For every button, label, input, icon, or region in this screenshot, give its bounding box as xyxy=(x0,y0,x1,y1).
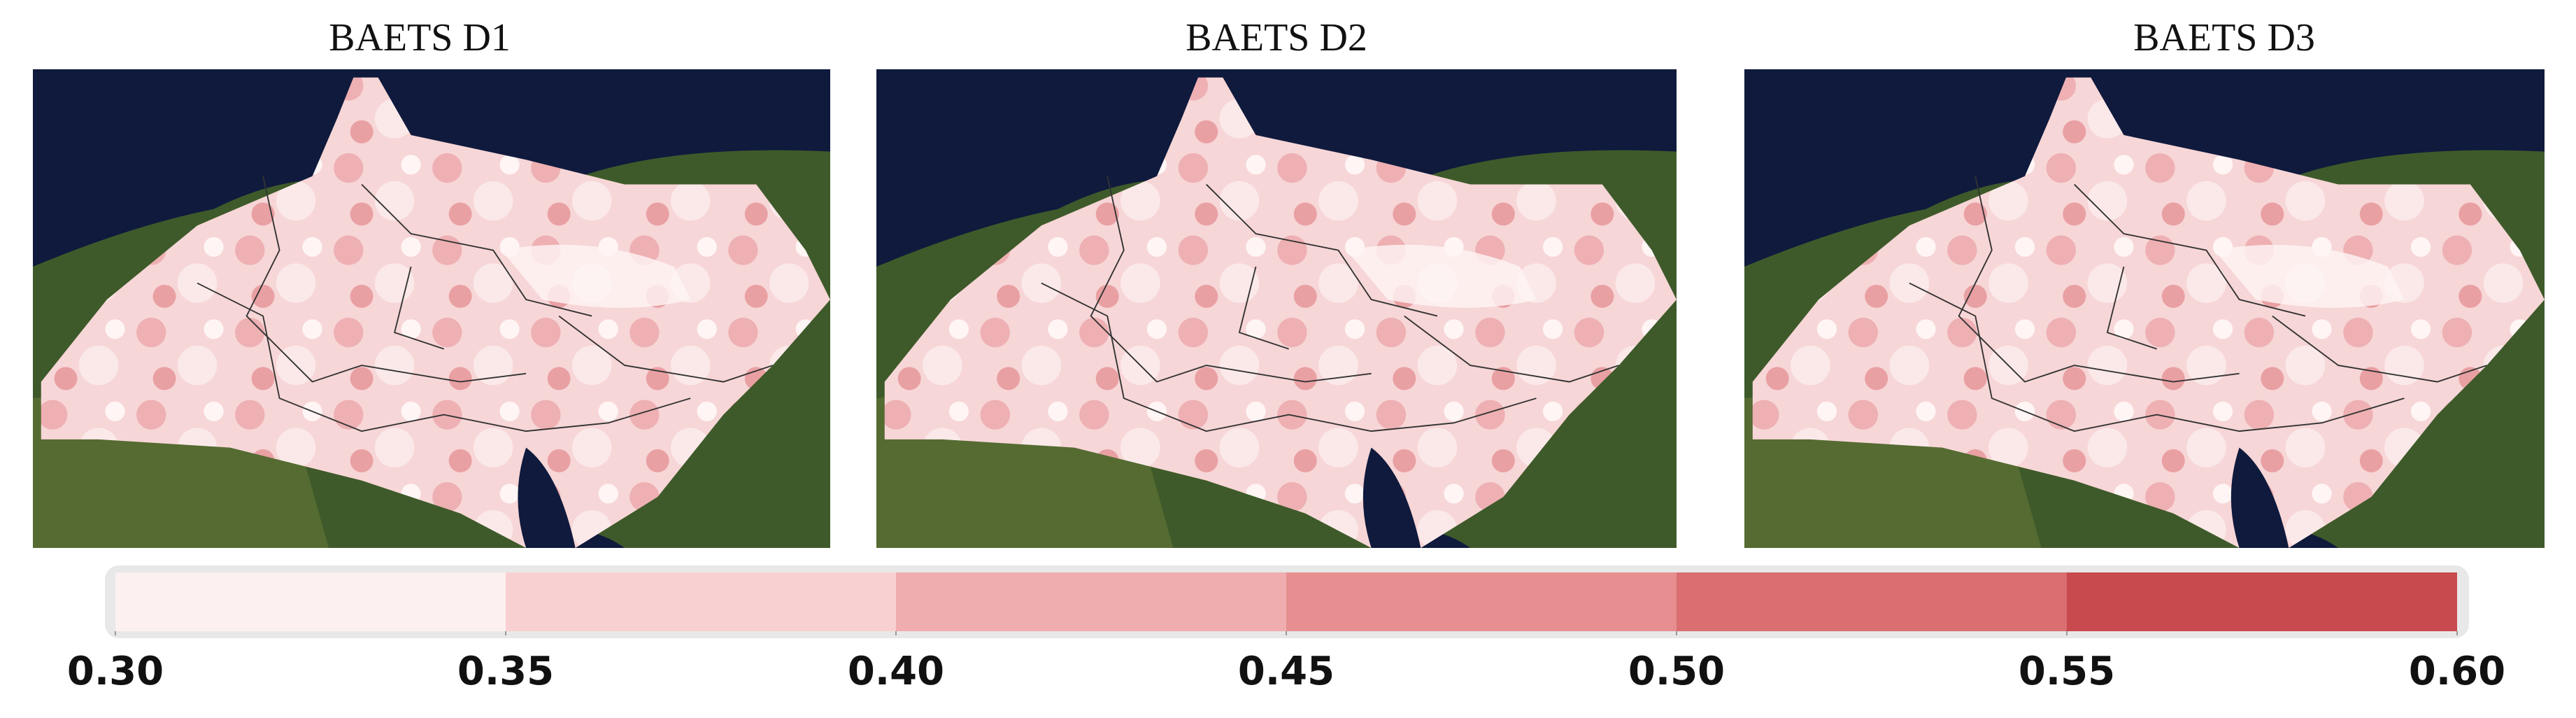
map-panel xyxy=(33,69,830,548)
colorbar-segment xyxy=(506,572,896,631)
colorbar-tick-label: 0.50 xyxy=(1628,649,1725,694)
colorbar-tick-label: 0.60 xyxy=(2409,649,2505,694)
panel-title: BAETS D2 xyxy=(1186,16,1367,59)
colorbar-segment xyxy=(1286,572,1677,631)
colorbar-tick-label: 0.40 xyxy=(848,649,944,694)
panel-title: BAETS D3 xyxy=(2133,16,2315,59)
colorbar-segment xyxy=(115,572,506,631)
panel-title: BAETS D1 xyxy=(329,16,511,59)
colorbar-segment xyxy=(896,572,1286,631)
map-panel xyxy=(876,69,1677,548)
map-panel xyxy=(1744,69,2545,548)
colorbar-tick-label: 0.45 xyxy=(1238,649,1335,694)
colorbar-segment xyxy=(1677,572,2067,631)
colorbar-segment xyxy=(2067,572,2457,631)
colorbar-tick-label: 0.30 xyxy=(67,649,164,694)
colorbar-tick-label: 0.35 xyxy=(457,649,554,694)
colorbar: 0.30 0.35 0.40 0.45 0.50 0.55 0.60 xyxy=(67,572,2505,694)
colorbar-tick-label: 0.55 xyxy=(2019,649,2115,694)
